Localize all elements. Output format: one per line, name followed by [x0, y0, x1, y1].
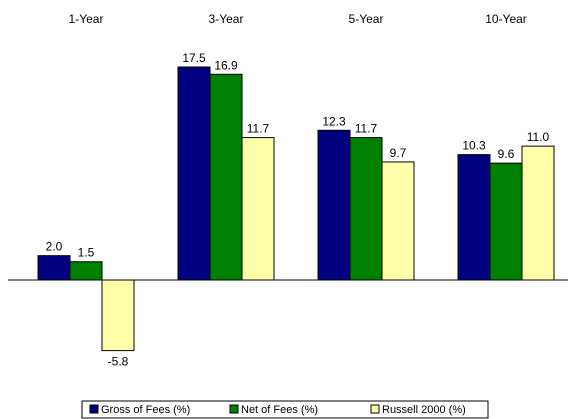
bar-russell-2000-10-year: [521, 145, 555, 281]
bar-gross-of-fees-3-year: [177, 66, 211, 281]
bar-net-of-fees-5-year: [349, 137, 383, 281]
data-labels: 2.0 1.5 -5.8 17.5 16.9 11.7 12.3 11.7 9.7 10.3 9.6…: [46, 51, 550, 369]
category-label-1-year: 1-Year: [69, 12, 104, 26]
legend-swatch-net-of-fees: [229, 404, 239, 414]
bar-gross-of-fees-1-year: [37, 255, 71, 281]
category-label-3-year: 3-Year: [209, 12, 244, 26]
legend-label-net-of-fees: Net of Fees (%): [241, 404, 318, 416]
legend: Gross of Fees (%) Net of Fees (%) Russell …: [81, 400, 489, 419]
bar-russell-2000-3-year: [241, 137, 275, 281]
data-label-russell-2000-5-year: 9.7: [390, 146, 407, 160]
data-label-net-of-fees-1-year: 1.5: [78, 246, 95, 260]
data-label-gross-of-fees-10-year: 10.3: [462, 139, 486, 153]
bar-russell-2000-1-year: [101, 279, 135, 352]
category-label-10-year: 10-Year: [485, 12, 527, 26]
legend-box: [81, 400, 489, 419]
data-label-russell-2000-10-year: 11.0: [527, 130, 550, 144]
legend-items: Gross of Fees (%) Net of Fees (%) Russell …: [89, 404, 466, 416]
category-labels: 1-Year 3-Year 5-Year 10-Year: [69, 12, 527, 26]
bar-net-of-fees-3-year: [209, 73, 243, 281]
legend-label-gross-of-fees: Gross of Fees (%): [101, 404, 190, 416]
data-label-gross-of-fees-3-year: 17.5: [182, 51, 206, 65]
data-label-net-of-fees-10-year: 9.6: [498, 147, 515, 161]
data-label-gross-of-fees-1-year: 2.0: [46, 240, 63, 254]
data-label-russell-2000-1-year: -5.8: [108, 355, 129, 369]
legend-swatch-gross-of-fees: [89, 404, 99, 414]
bar-net-of-fees-10-year: [489, 162, 523, 281]
category-label-5-year: 5-Year: [349, 12, 384, 26]
data-label-net-of-fees-5-year: 11.7: [355, 122, 378, 136]
legend-label-russell-2000: Russell 2000 (%): [382, 404, 466, 416]
bar-gross-of-fees-10-year: [457, 154, 491, 281]
bars: [37, 66, 555, 352]
bar-net-of-fees-1-year: [69, 261, 103, 281]
data-label-gross-of-fees-5-year: 12.3: [322, 114, 346, 128]
data-label-russell-2000-3-year: 11.7: [247, 122, 270, 136]
data-label-net-of-fees-3-year: 16.9: [214, 58, 238, 72]
legend-swatch-russell-2000: [370, 404, 380, 414]
bar-russell-2000-5-year: [381, 161, 415, 281]
bar-gross-of-fees-5-year: [317, 129, 351, 281]
